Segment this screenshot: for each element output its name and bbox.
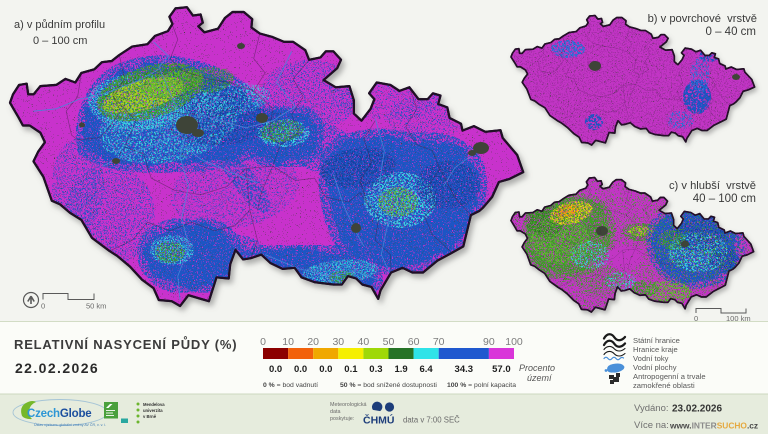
svg-text:poskytuje:: poskytuje: (330, 416, 354, 422)
svg-text:40: 40 (358, 336, 370, 348)
svg-text:Ústav výzkumu globální změny A: Ústav výzkumu globální změny AV ČR, v. v… (34, 422, 106, 427)
svg-text:0 – 40 cm: 0 – 40 cm (706, 26, 757, 38)
svg-text:Hranice kraje: Hranice kraje (633, 345, 678, 354)
svg-text:data: data (330, 409, 341, 415)
svg-text:0.1: 0.1 (344, 364, 358, 375)
svg-text:50 km: 50 km (86, 302, 106, 311)
svg-text:1.9: 1.9 (394, 364, 407, 375)
svg-text:v Brně: v Brně (143, 414, 157, 419)
svg-text:50: 50 (383, 336, 395, 348)
svg-text:30: 30 (332, 336, 344, 348)
svg-text:60: 60 (408, 336, 420, 348)
svg-text:zamokřené oblasti: zamokřené oblasti (633, 381, 695, 390)
svg-text:6.4: 6.4 (419, 364, 433, 375)
svg-text:a) v půdním profilu: a) v půdním profilu (14, 19, 105, 31)
svg-text:0.3: 0.3 (369, 364, 382, 375)
svg-text:data v 7:00 SEČ: data v 7:00 SEČ (403, 416, 460, 425)
svg-text:100 % = polní kapacita: 100 % = polní kapacita (447, 382, 516, 389)
svg-text:území: území (527, 373, 553, 383)
svg-text:0: 0 (260, 336, 266, 348)
svg-text:Procento: Procento (519, 363, 555, 373)
svg-text:10: 10 (282, 336, 294, 348)
svg-text:57.0: 57.0 (492, 364, 511, 375)
svg-text:Antropogenní a trvale: Antropogenní a trvale (633, 372, 706, 381)
svg-text:0: 0 (41, 302, 45, 311)
svg-text:Meteorologická: Meteorologická (330, 402, 367, 408)
svg-text:Státní hranice: Státní hranice (633, 336, 680, 345)
svg-text:0.0: 0.0 (319, 364, 332, 375)
svg-text:40 – 100 cm: 40 – 100 cm (693, 193, 756, 205)
svg-text:50 % = bod snížené dostupnosti: 50 % = bod snížené dostupnosti (340, 382, 437, 389)
svg-text:0.0: 0.0 (269, 364, 282, 375)
svg-text:RELATIVNÍ NASYCENÍ PŮDY (%): RELATIVNÍ NASYCENÍ PŮDY (%) (14, 336, 237, 352)
svg-text:Vodní toky: Vodní toky (633, 354, 669, 363)
svg-text:Mendelova: Mendelova (143, 402, 165, 407)
svg-text:Více na:: Více na: (634, 420, 669, 431)
svg-text:CzechGlobe: CzechGlobe (27, 408, 91, 420)
svg-text:0: 0 (694, 314, 698, 323)
svg-text:34.3: 34.3 (455, 364, 474, 375)
svg-text:ČHMÚ: ČHMÚ (363, 414, 395, 427)
svg-text:univerzita: univerzita (143, 408, 163, 413)
svg-text:b) v povrchové vrstvě: b) v povrchové vrstvě (648, 13, 757, 25)
svg-text:0 – 100 cm: 0 – 100 cm (33, 35, 87, 47)
svg-text:70: 70 (433, 336, 445, 348)
svg-text:23.02.2026: 23.02.2026 (672, 404, 722, 415)
svg-text:90: 90 (483, 336, 495, 348)
svg-text:20: 20 (307, 336, 319, 348)
svg-text:Vydáno:: Vydáno: (634, 403, 669, 414)
svg-text:Vodní plochy: Vodní plochy (633, 363, 677, 372)
svg-text:0.0: 0.0 (294, 364, 307, 375)
svg-text:0 % = bod vadnutí: 0 % = bod vadnutí (263, 382, 318, 389)
svg-text:22.02.2026: 22.02.2026 (15, 360, 99, 376)
svg-text:100: 100 (505, 336, 523, 348)
svg-text:100 km: 100 km (726, 314, 751, 323)
svg-text:c) v hlubší vrstvě: c) v hlubší vrstvě (669, 180, 756, 192)
svg-text:www.INTERSUCHO.cz: www.INTERSUCHO.cz (669, 421, 758, 431)
